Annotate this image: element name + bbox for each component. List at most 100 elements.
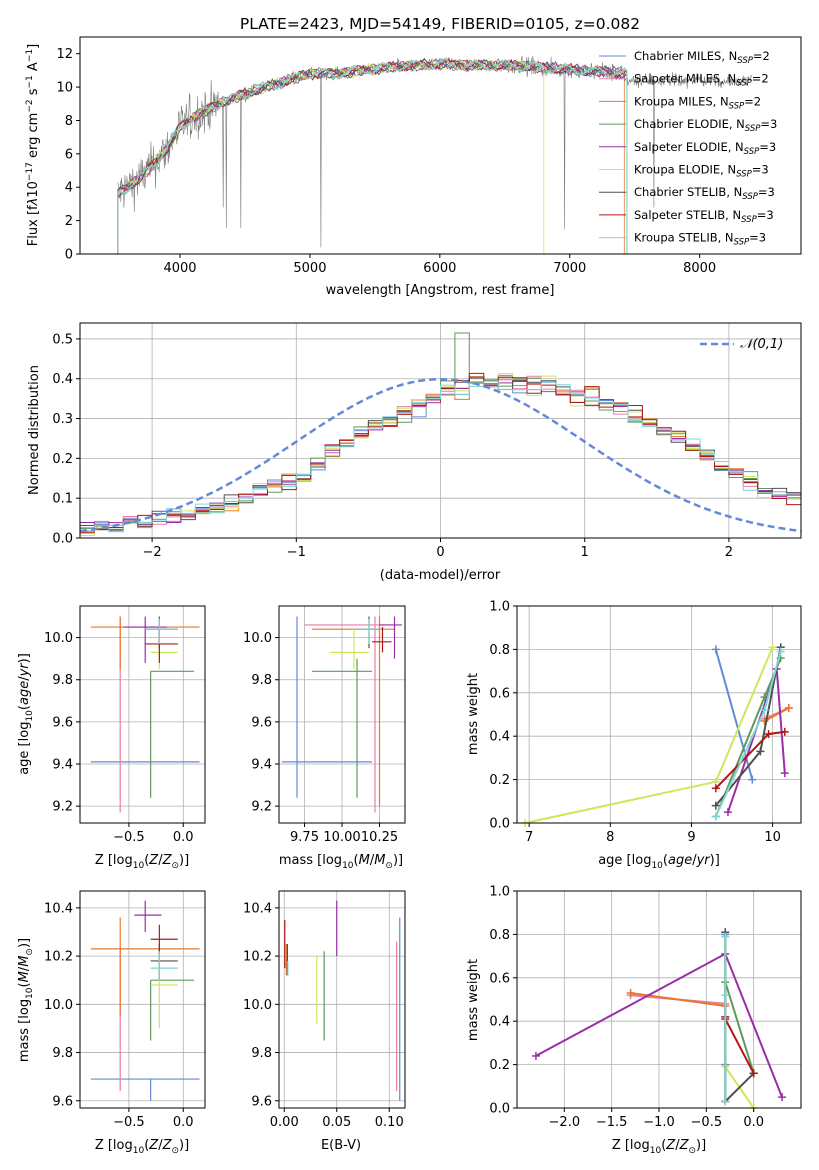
spectrum-legend: Chabrier MILES, NSSP=2 Salpeter MILES, NS… [599,49,777,248]
mass-weight-vs-age-panel: 7 8 9 10 0.0 0.2 0.4 0.6 0.8 1.0 age [log10(age/y… [466,600,802,871]
ytick-label: 10.4 [243,901,272,916]
spectrum-panel: 4000 5000 6000 7000 8000 0 2 4 6 8 10 12 Chabrier M… [25,36,802,298]
legend-label: Salpeter MILES, NSSP=2 [634,72,769,89]
ytick-label: 10 [56,81,73,96]
mass-vs-EBV-panel: 0.00 0.05 0.10 9.6 9.8 10.0 10.2 10.4 E(B-V) [243,890,406,1153]
legend-label: Kroupa STELIB, NSSP=3 [634,231,766,248]
ytick-label: 1.0 [489,600,510,615]
ytick-label: 0.5 [52,332,73,347]
xtick-label: −2.0 [549,1115,581,1130]
ytick-label: 0 [65,248,73,263]
mass-weight-vs-age-xlabel: age [log10(age/yr)] [598,853,720,871]
normal-curve [80,377,801,533]
ytick-label: 8 [65,114,73,129]
age-vs-Z-grid [80,606,205,823]
xtick-label: −1.5 [596,1115,628,1130]
mass-weight-vs-Z-panel: −2.0 −1.5 −1.0 −0.5 0.0 0.0 0.2 0.4 0.6 0.8 1.0 Z … [466,885,802,1156]
mass-weight-vs-Z-xlabel: Z [log10(Z/Z⊙)] [612,1138,706,1156]
xtick-label: 1 [581,545,589,560]
legend-subscript: SSP [734,238,750,248]
ytick-label: 10.0 [243,631,272,646]
age-vs-Z-errorbars [90,616,200,813]
ytick-label: 9.4 [251,758,272,773]
legend-value: =3 [757,208,774,222]
xtick-label: 4000 [163,261,196,276]
spectrum-ticks: 4000 5000 6000 7000 8000 0 2 4 6 8 10 12 [56,47,716,276]
xtick-label: 10.25 [361,830,398,845]
mass-vs-Z-grid [80,891,205,1108]
ytick-label: 10.0 [44,998,73,1013]
age-vs-Z-frame [79,605,206,824]
xtick-label: 0.0 [173,1115,194,1130]
ytick-label: 10.4 [44,901,73,916]
ytick-label: 9.8 [251,1046,272,1061]
xtick-label: 6000 [423,261,456,276]
figure-title: PLATE=2423, MJD=54149, FIBERID=0105, z=0… [240,15,640,33]
ytick-label: 9.2 [251,800,272,815]
mass-weight-line-3 [764,707,790,722]
ytick-label: 10.0 [44,631,73,646]
spectrum-frame [79,36,802,255]
ytick-label: 2 [65,214,73,229]
xtick-label: 8 [606,830,614,845]
ytick-label: 0.8 [489,643,510,658]
legend-label: Chabrier ELODIE, NSSP=3 [634,117,777,134]
xtick-label: 7 [525,830,533,845]
xtick-label: −1.0 [643,1115,675,1130]
xtick-label: 9.75 [290,830,319,845]
legend-label: Kroupa ELODIE, NSSP=3 [634,163,769,180]
ytick-label: 0.1 [52,492,73,507]
xtick-label: 8000 [683,261,716,276]
xtick-label: −2 [143,545,162,560]
mass-vs-EBV-frame [278,890,406,1109]
xtick-label: 5000 [293,261,326,276]
legend-value: =2 [752,72,769,86]
legend-subscript: SSP [744,147,760,157]
xtick-label: 0.10 [375,1115,404,1130]
histogram-series-9 [80,380,801,533]
age-vs-Z-panel: −0.5 0.09.29.49.69.810.0 Z [log10(Z/Z⊙)] … [17,605,206,871]
ytick-label: 0.2 [52,452,73,467]
xtick-label: −0.5 [691,1115,723,1130]
ytick-label: 10.0 [243,998,272,1013]
ytick-label: 4 [65,181,73,196]
mass-vs-EBV-xlabel: E(B-V) [321,1138,361,1153]
legend-label: Chabrier STELIB, NSSP=3 [634,185,775,202]
age-vs-mass-ticks: 9.75 10.00 10.25 9.2 9.4 9.6 9.8 10.0 [243,631,398,845]
age-vs-Z-ticks: −0.5 0.0 9.2 9.4 9.6 9.8 10.0 [44,631,194,845]
ytick-label: 9.6 [251,1094,272,1109]
xtick-label: 7000 [553,261,586,276]
ytick-label: 9.2 [52,800,73,815]
ytick-label: 0.0 [489,817,510,832]
legend-value: =2 [744,94,761,108]
xtick-label: 10.00 [323,830,360,845]
model-spectrum-9 [117,56,628,254]
xtick-label: 0.0 [743,1115,764,1130]
ytick-label: 0.3 [52,412,73,427]
mass-vs-Z-frame [79,890,206,1109]
mass-weight-vs-age-ylabel: mass weight [466,673,481,755]
normal-legend-label: 𝒩(0,1) [740,337,783,352]
model-spectrum-7 [117,57,628,254]
histogram-ylabel: Normed distribution [27,365,42,495]
mass-weight-vs-Z-ylabel: mass weight [466,959,481,1041]
ytick-label: 9.8 [52,673,73,688]
ytick-label: 12 [56,47,73,62]
ytick-label: 0.6 [489,971,510,986]
histogram-legend: 𝒩(0,1) [700,337,783,352]
xtick-label: 2 [725,545,733,560]
age-vs-Z-ylabel: age [log10(age/yr)] [17,653,35,775]
mass-vs-Z-ticks: −0.5 0.0 9.6 9.8 10.0 10.2 10.4 [44,901,194,1130]
legend-label: Chabrier MILES, NSSP=2 [634,49,770,66]
ytick-label: 0.2 [489,773,510,788]
residual-histogram-panel: −2 −1 0 1 2 0.0 0.1 0.2 0.3 0.4 0.5 𝒩(0,1) (data-m… [27,322,802,583]
mass-vs-EBV-errorbars [284,900,401,1101]
legend-value: =3 [752,163,769,177]
mass-weight-vs-Z-lines [531,928,787,1112]
ytick-label: 0.4 [489,1015,510,1030]
mass-weight-line-3 [630,992,726,1007]
legend-value: =3 [749,231,766,245]
histogram-xlabel: (data-model)/error [380,568,501,583]
legend-subscript: SSP [736,170,752,180]
